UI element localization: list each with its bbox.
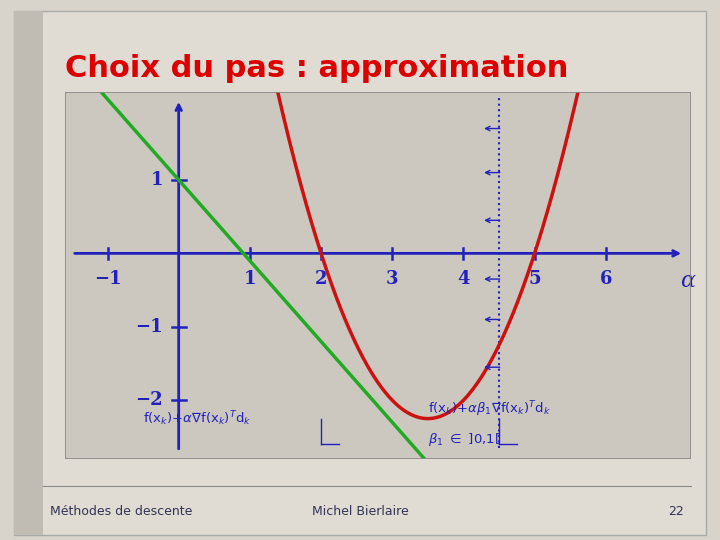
Text: 1: 1 — [243, 269, 256, 287]
Text: Méthodes de descente: Méthodes de descente — [50, 505, 193, 518]
Text: Choix du pas : approximation: Choix du pas : approximation — [65, 54, 568, 83]
Text: $\beta_1$ $\in$ ]0,1[: $\beta_1$ $\in$ ]0,1[ — [428, 431, 500, 448]
Text: 22: 22 — [668, 505, 684, 518]
Text: 5: 5 — [528, 269, 541, 287]
Text: 1: 1 — [150, 171, 163, 189]
Text: f(x$_k$)+$\alpha$$\nabla$f(x$_k$)$^T$d$_k$: f(x$_k$)+$\alpha$$\nabla$f(x$_k$)$^T$d$_… — [143, 409, 251, 428]
Text: f(x$_k$)+$\alpha\beta_1$$\nabla$f(x$_k$)$^T$d$_k$: f(x$_k$)+$\alpha\beta_1$$\nabla$f(x$_k$)… — [428, 399, 551, 418]
Text: −1: −1 — [135, 318, 163, 336]
Text: 2: 2 — [315, 269, 328, 287]
Text: α: α — [680, 269, 696, 292]
Text: 4: 4 — [457, 269, 469, 287]
Text: −2: −2 — [135, 392, 163, 409]
Text: Michel Bierlaire: Michel Bierlaire — [312, 505, 408, 518]
Text: 3: 3 — [386, 269, 398, 287]
Text: −1: −1 — [94, 269, 122, 287]
Text: 6: 6 — [600, 269, 612, 287]
